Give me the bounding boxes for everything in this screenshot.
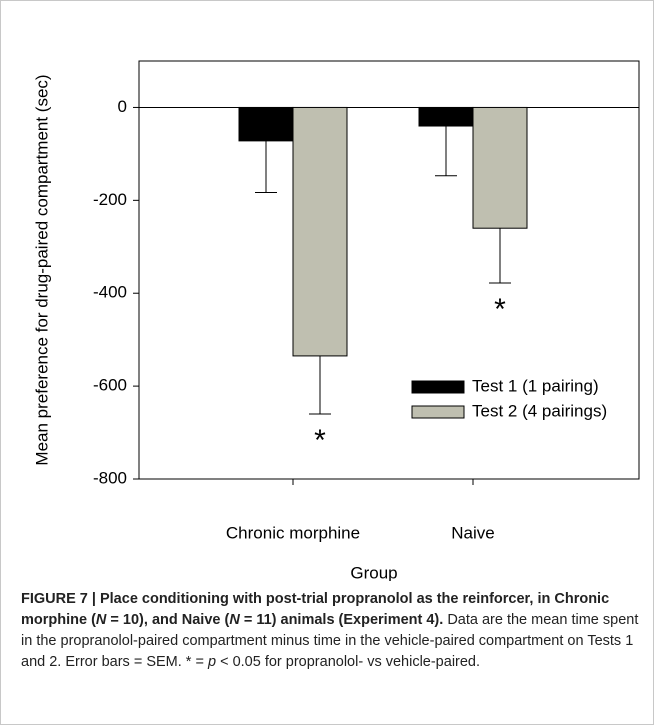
y-tick-label: 0	[118, 97, 127, 116]
legend-swatch	[411, 380, 465, 394]
caption-run: FIGURE 7 | Place conditioning with post-…	[21, 591, 610, 628]
y-tick-label: -200	[93, 190, 127, 209]
caption-run: N	[229, 612, 240, 628]
significance-mark: *	[314, 424, 326, 457]
bar	[472, 106, 528, 229]
y-tick-label: -800	[93, 468, 127, 487]
caption: FIGURE 7 | Place conditioning with post-…	[21, 589, 641, 673]
x-tick-label: Chronic morphine	[226, 523, 360, 542]
caption-run: N	[95, 612, 107, 628]
caption-run: p	[207, 654, 217, 670]
x-axis-label: Group	[350, 563, 397, 581]
caption-run: Data are the mean time spent in the prop…	[21, 612, 639, 670]
caption-run: = 10), and Naive (	[106, 612, 230, 628]
bar	[292, 106, 348, 357]
y-tick-label: -400	[93, 283, 127, 302]
bar	[418, 106, 474, 127]
chart: Group Mean preference for drug-paired co…	[32, 60, 640, 582]
caption-run: < 0.05 for propranolol- vs vehicle-paire…	[216, 654, 481, 670]
plot-frame	[138, 60, 640, 480]
significance-mark: *	[494, 293, 506, 326]
y-tick-label: -600	[93, 376, 127, 395]
caption-run: = 11) animals (Experiment 4).	[239, 612, 444, 628]
legend-swatch	[411, 405, 465, 419]
x-tick-label: Naive	[451, 523, 494, 542]
legend-label: Test 1 (1 pairing)	[472, 376, 599, 395]
y-axis-label: Mean preference for drug-paired compartm…	[32, 74, 51, 465]
legend-label: Test 2 (4 pairings)	[472, 401, 607, 420]
bar	[238, 106, 294, 142]
